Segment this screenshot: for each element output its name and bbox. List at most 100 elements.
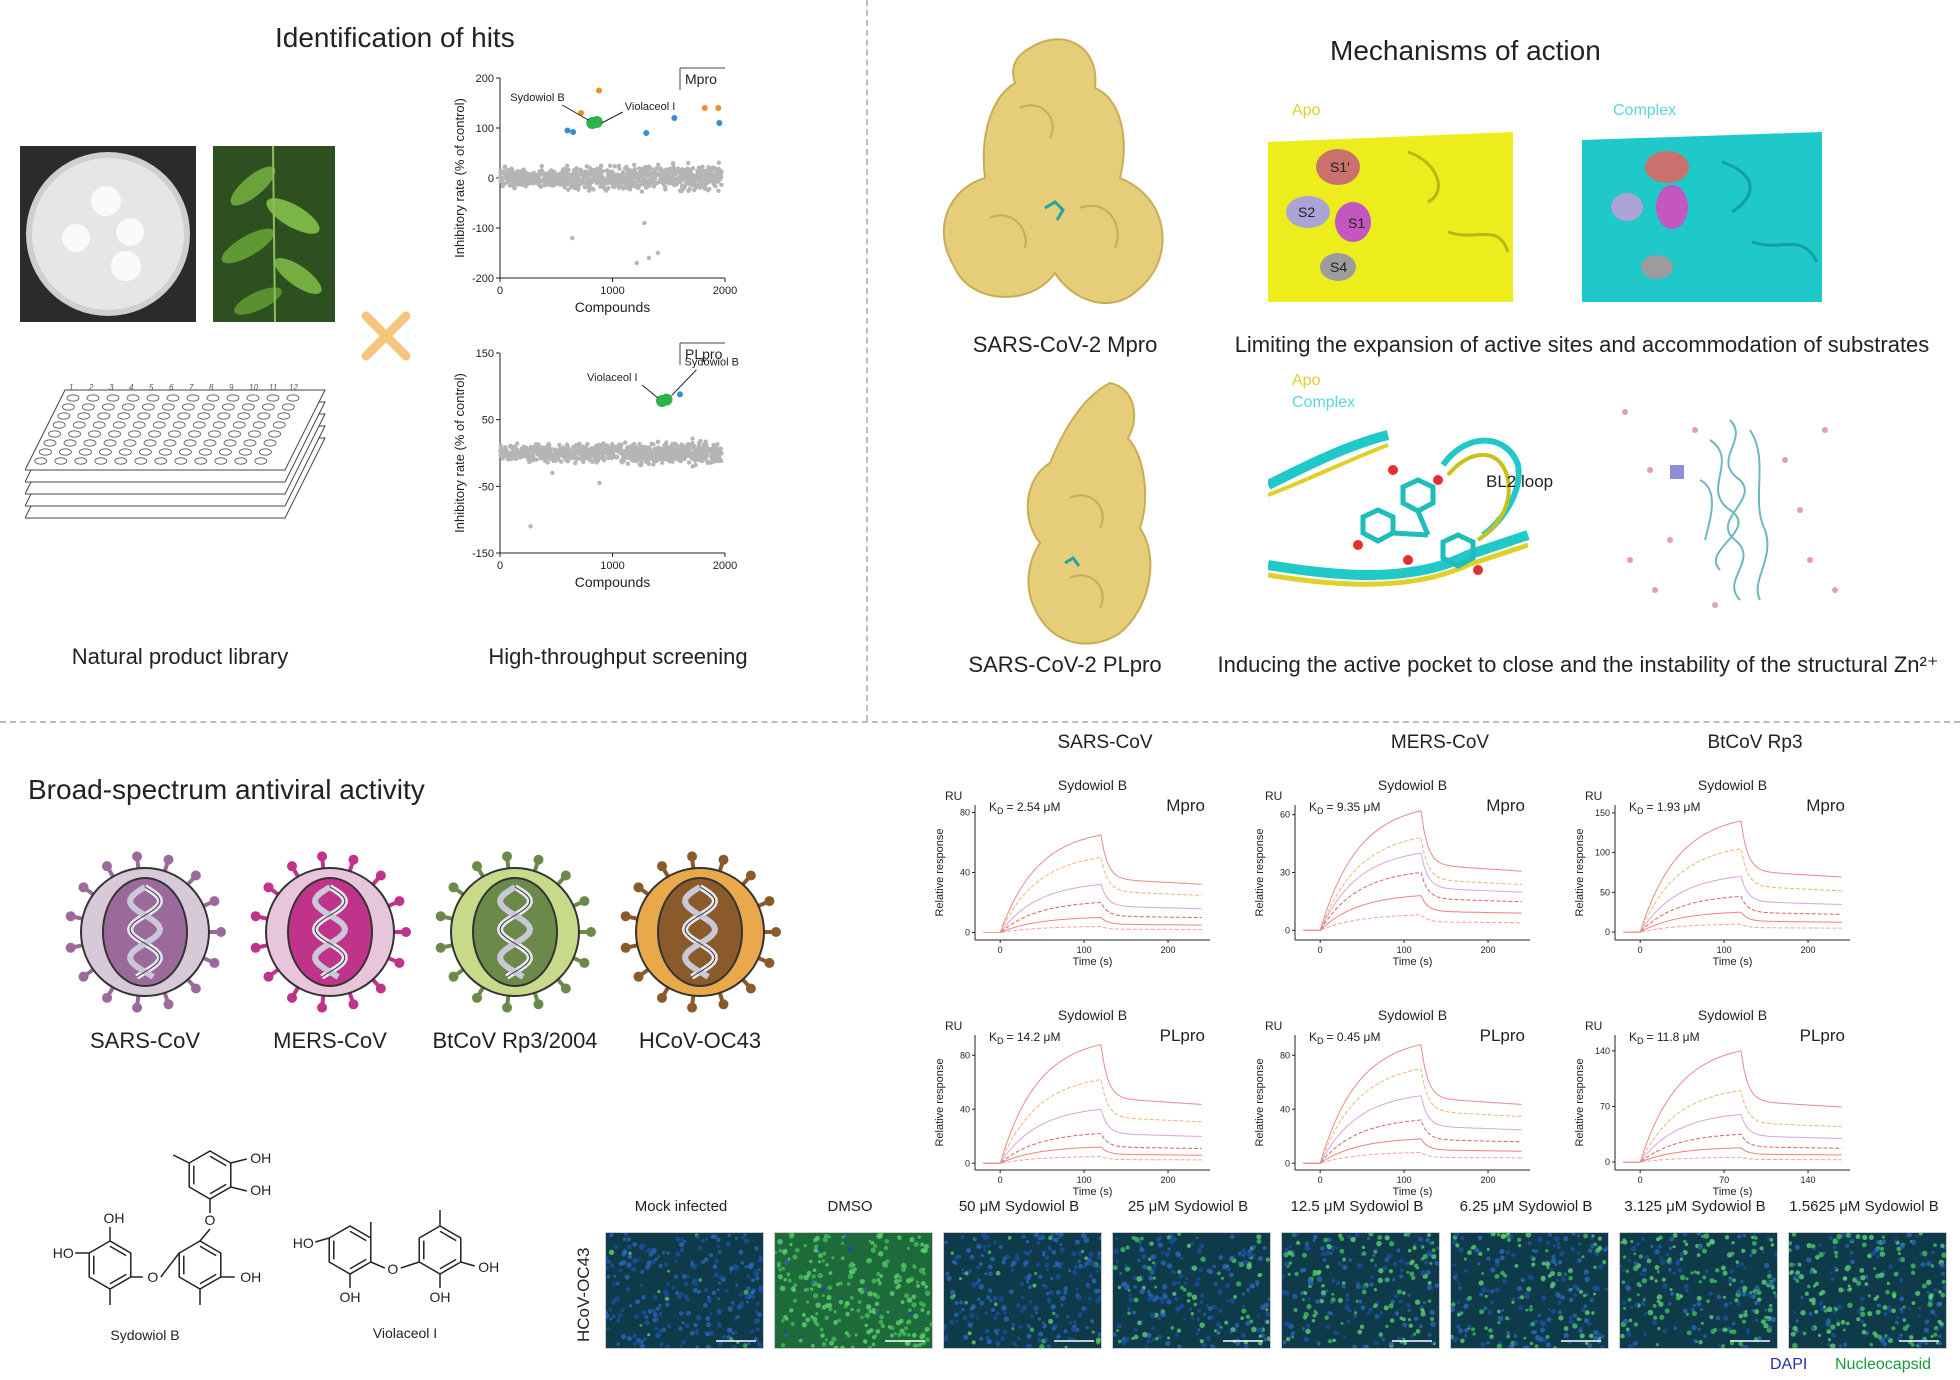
cell-signal bbox=[1698, 1280, 1702, 1284]
cell-signal bbox=[1546, 1266, 1550, 1270]
cell-signal bbox=[1593, 1292, 1596, 1296]
compound-point bbox=[509, 179, 515, 184]
cell-signal bbox=[1790, 1331, 1796, 1337]
cell-signal bbox=[1407, 1318, 1411, 1322]
cell-signal bbox=[1352, 1344, 1358, 1348]
compound-point bbox=[634, 260, 639, 266]
cell-signal bbox=[1376, 1240, 1382, 1247]
cell-signal bbox=[652, 1312, 658, 1317]
cell-signal bbox=[1555, 1291, 1561, 1298]
cell-signal bbox=[751, 1278, 755, 1283]
cell-signal bbox=[1293, 1308, 1298, 1313]
cell-signal bbox=[1491, 1233, 1496, 1236]
cell-signal bbox=[811, 1274, 816, 1279]
cell-signal bbox=[1642, 1298, 1646, 1301]
atom-label: OH bbox=[340, 1289, 361, 1305]
compound-point bbox=[544, 178, 550, 184]
cell-signal bbox=[911, 1294, 917, 1300]
cell-signal bbox=[779, 1285, 786, 1292]
cell-signal bbox=[1643, 1332, 1647, 1336]
cell-signal bbox=[647, 1333, 651, 1337]
cell-signal bbox=[1899, 1333, 1903, 1337]
cell-signal bbox=[1210, 1344, 1215, 1348]
compound-point bbox=[532, 180, 537, 185]
cell-signal bbox=[1025, 1275, 1031, 1281]
compound-point bbox=[643, 458, 649, 464]
spike-head bbox=[560, 870, 571, 881]
cell-signal bbox=[1727, 1278, 1733, 1284]
cell-signal bbox=[1479, 1292, 1484, 1297]
cell-signal bbox=[1174, 1333, 1179, 1338]
cell-signal bbox=[1926, 1291, 1930, 1295]
cell-signal bbox=[783, 1314, 788, 1320]
cell-signal bbox=[1836, 1233, 1842, 1240]
cell-signal bbox=[1593, 1329, 1599, 1336]
compound-point bbox=[686, 452, 692, 458]
cell-signal bbox=[998, 1245, 1003, 1249]
atom-label: OH bbox=[104, 1210, 125, 1226]
cell-signal bbox=[961, 1268, 965, 1272]
cell-signal bbox=[1055, 1233, 1059, 1236]
cell-signal bbox=[1149, 1241, 1154, 1246]
compound-point bbox=[656, 449, 661, 454]
cell-signal bbox=[1383, 1305, 1389, 1311]
spr-sensorgram-curve bbox=[1623, 1090, 1842, 1163]
compound-point bbox=[698, 438, 703, 444]
cell-signal bbox=[1142, 1331, 1148, 1338]
cell-signal bbox=[1386, 1253, 1392, 1259]
compound-point bbox=[716, 450, 722, 456]
cell-signal bbox=[1063, 1329, 1068, 1334]
compound-point bbox=[698, 173, 703, 178]
compound-point bbox=[564, 442, 570, 447]
x-tick-label: 100 bbox=[1717, 945, 1732, 955]
cell-signal bbox=[1751, 1241, 1757, 1246]
cell-signal bbox=[1126, 1307, 1131, 1312]
y-tick-label: 50 bbox=[482, 415, 494, 427]
double-bond bbox=[109, 1245, 127, 1257]
cell-signal bbox=[1098, 1236, 1101, 1241]
cell-signal bbox=[1587, 1343, 1593, 1348]
cell-signal bbox=[698, 1278, 703, 1282]
rna-strand bbox=[682, 884, 719, 980]
cell-signal bbox=[912, 1264, 917, 1269]
cell-signal bbox=[1431, 1241, 1435, 1245]
cell-signal bbox=[1246, 1263, 1252, 1270]
cell-signal bbox=[1027, 1285, 1033, 1290]
cell-signal bbox=[1434, 1283, 1439, 1288]
cell-signal bbox=[1188, 1307, 1193, 1311]
cell-signal bbox=[813, 1320, 818, 1325]
spr-sensorgram-curve bbox=[1303, 1151, 1522, 1164]
cell-signal bbox=[1299, 1268, 1305, 1273]
cell-signal bbox=[898, 1275, 902, 1279]
cell-signal bbox=[711, 1290, 717, 1296]
cell-signal bbox=[1771, 1277, 1777, 1282]
cell-signal bbox=[695, 1314, 702, 1321]
cell-signal bbox=[1256, 1314, 1260, 1318]
cell-signal bbox=[1000, 1336, 1005, 1341]
cell-signal bbox=[1872, 1331, 1877, 1336]
cell-signal bbox=[706, 1295, 710, 1299]
cell-signal bbox=[1157, 1334, 1163, 1340]
compound-point bbox=[653, 446, 658, 452]
cell-signal bbox=[828, 1307, 833, 1312]
cell-signal bbox=[1117, 1285, 1122, 1290]
cell-signal bbox=[1567, 1268, 1573, 1274]
cell-signal bbox=[731, 1303, 735, 1307]
cell-signal bbox=[678, 1241, 685, 1248]
compound-point bbox=[676, 455, 682, 460]
cell-signal bbox=[1850, 1251, 1854, 1255]
cell-signal bbox=[775, 1251, 778, 1254]
cell-signal bbox=[754, 1310, 759, 1314]
cell-signal bbox=[637, 1258, 641, 1262]
cell-signal bbox=[1553, 1346, 1557, 1348]
cell-signal bbox=[671, 1285, 676, 1290]
cell-signal bbox=[1055, 1290, 1061, 1295]
cell-signal bbox=[1644, 1254, 1650, 1260]
cell-signal bbox=[1057, 1334, 1061, 1338]
cell-signal bbox=[1331, 1278, 1336, 1283]
cell-signal bbox=[1506, 1330, 1511, 1336]
cell-signal bbox=[750, 1294, 756, 1300]
cell-signal bbox=[1257, 1340, 1263, 1346]
